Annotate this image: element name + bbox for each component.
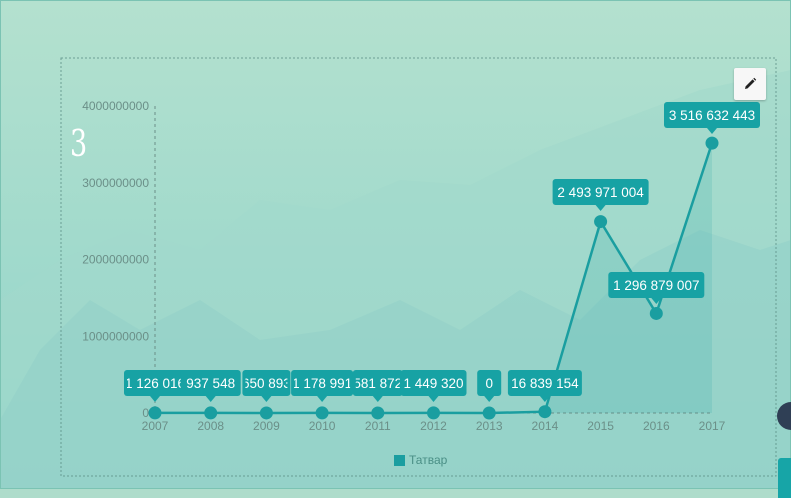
legend-label: Татвар bbox=[409, 453, 448, 467]
data-point[interactable] bbox=[427, 406, 440, 420]
data-point[interactable] bbox=[259, 406, 273, 420]
y-tick-label: 4000000000 bbox=[82, 99, 149, 113]
series-area bbox=[155, 143, 712, 414]
data-label-box bbox=[400, 370, 467, 396]
data-label: 1 126 016 bbox=[124, 370, 186, 402]
x-tick-label: 2010 bbox=[309, 419, 336, 433]
data-label-pointer bbox=[484, 396, 495, 402]
data-label: 2 493 971 004 bbox=[552, 179, 649, 211]
data-label-text: 1 296 879 007 bbox=[613, 278, 699, 293]
x-tick-label: 2015 bbox=[587, 419, 614, 433]
data-point[interactable] bbox=[594, 215, 608, 229]
data-label: 0 bbox=[477, 370, 502, 402]
edit-button[interactable] bbox=[734, 68, 766, 100]
data-label-pointer bbox=[595, 205, 606, 211]
scroll-button[interactable] bbox=[777, 402, 791, 430]
data-point[interactable] bbox=[371, 406, 385, 420]
data-label-pointer bbox=[205, 396, 216, 402]
data-label-box bbox=[477, 370, 502, 396]
data-label-pointer bbox=[428, 396, 439, 402]
side-tab[interactable] bbox=[778, 458, 791, 498]
y-tick-label: 1000000000 bbox=[82, 329, 149, 343]
data-label-box bbox=[507, 370, 582, 396]
y-tick-label: 3000000000 bbox=[82, 176, 149, 190]
data-point[interactable] bbox=[482, 406, 496, 420]
x-tick-label: 2017 bbox=[699, 419, 726, 433]
x-tick-label: 2007 bbox=[142, 419, 169, 433]
data-label-box bbox=[291, 370, 354, 396]
data-label: 3 516 632 443 bbox=[664, 102, 760, 134]
side-number: 3 bbox=[70, 124, 88, 165]
data-label-pointer bbox=[539, 396, 550, 402]
data-label-box bbox=[242, 370, 291, 396]
plot-frame bbox=[60, 57, 777, 477]
x-tick-label: 2014 bbox=[532, 419, 559, 433]
x-tick-label: 2011 bbox=[365, 419, 391, 433]
data-label: 937 548 bbox=[180, 370, 241, 402]
y-tick-label: 2000000000 bbox=[82, 253, 149, 267]
data-label-text: 1 449 320 bbox=[403, 376, 463, 391]
data-label-text: 1 178 991 bbox=[292, 376, 352, 391]
legend-swatch bbox=[394, 454, 405, 466]
data-label-text: 16 839 154 bbox=[511, 376, 579, 391]
data-point[interactable] bbox=[148, 406, 162, 420]
data-point[interactable] bbox=[649, 306, 663, 320]
x-tick-label: 2013 bbox=[476, 419, 503, 433]
data-point[interactable] bbox=[204, 406, 218, 420]
data-label-pointer bbox=[707, 128, 717, 134]
data-label-text: 0 bbox=[485, 376, 493, 391]
data-label-box bbox=[124, 370, 186, 396]
data-label-pointer bbox=[261, 396, 272, 402]
data-label-box bbox=[352, 370, 403, 396]
pencil-icon bbox=[745, 77, 757, 89]
data-label-text: 3 516 632 443 bbox=[669, 108, 755, 123]
data-label-pointer bbox=[150, 396, 160, 402]
data-label-box bbox=[180, 370, 241, 396]
x-tick-label: 2016 bbox=[643, 419, 670, 433]
background-mountains-front bbox=[0, 230, 791, 489]
legend[interactable]: Татвар bbox=[394, 453, 447, 467]
data-label: 581 872 bbox=[352, 370, 403, 402]
data-label-box bbox=[552, 179, 649, 205]
data-point[interactable] bbox=[705, 136, 719, 150]
data-label-pointer bbox=[317, 396, 328, 402]
data-label: 650 893 bbox=[242, 370, 291, 402]
data-label-text: 581 872 bbox=[353, 376, 402, 391]
x-tick-label: 2008 bbox=[197, 419, 224, 433]
data-label-box bbox=[608, 272, 705, 298]
data-label-text: 1 126 016 bbox=[125, 376, 185, 391]
y-tick-label: 0 bbox=[142, 406, 149, 420]
x-tick-label: 2009 bbox=[253, 419, 280, 433]
x-tick-label: 2012 bbox=[420, 419, 447, 433]
data-label: 1 296 879 007 bbox=[608, 272, 705, 304]
data-label: 1 178 991 bbox=[291, 370, 354, 402]
data-label-text: 2 493 971 004 bbox=[557, 185, 644, 200]
data-point[interactable] bbox=[315, 406, 329, 420]
data-point[interactable] bbox=[538, 405, 552, 419]
data-label-box bbox=[664, 102, 760, 128]
data-label-text: 650 893 bbox=[242, 376, 291, 391]
data-label: 1 449 320 bbox=[400, 370, 467, 402]
data-label: 16 839 154 bbox=[507, 370, 582, 402]
data-label-text: 937 548 bbox=[186, 376, 235, 391]
data-label-pointer bbox=[651, 298, 662, 304]
data-label-pointer bbox=[372, 396, 383, 402]
